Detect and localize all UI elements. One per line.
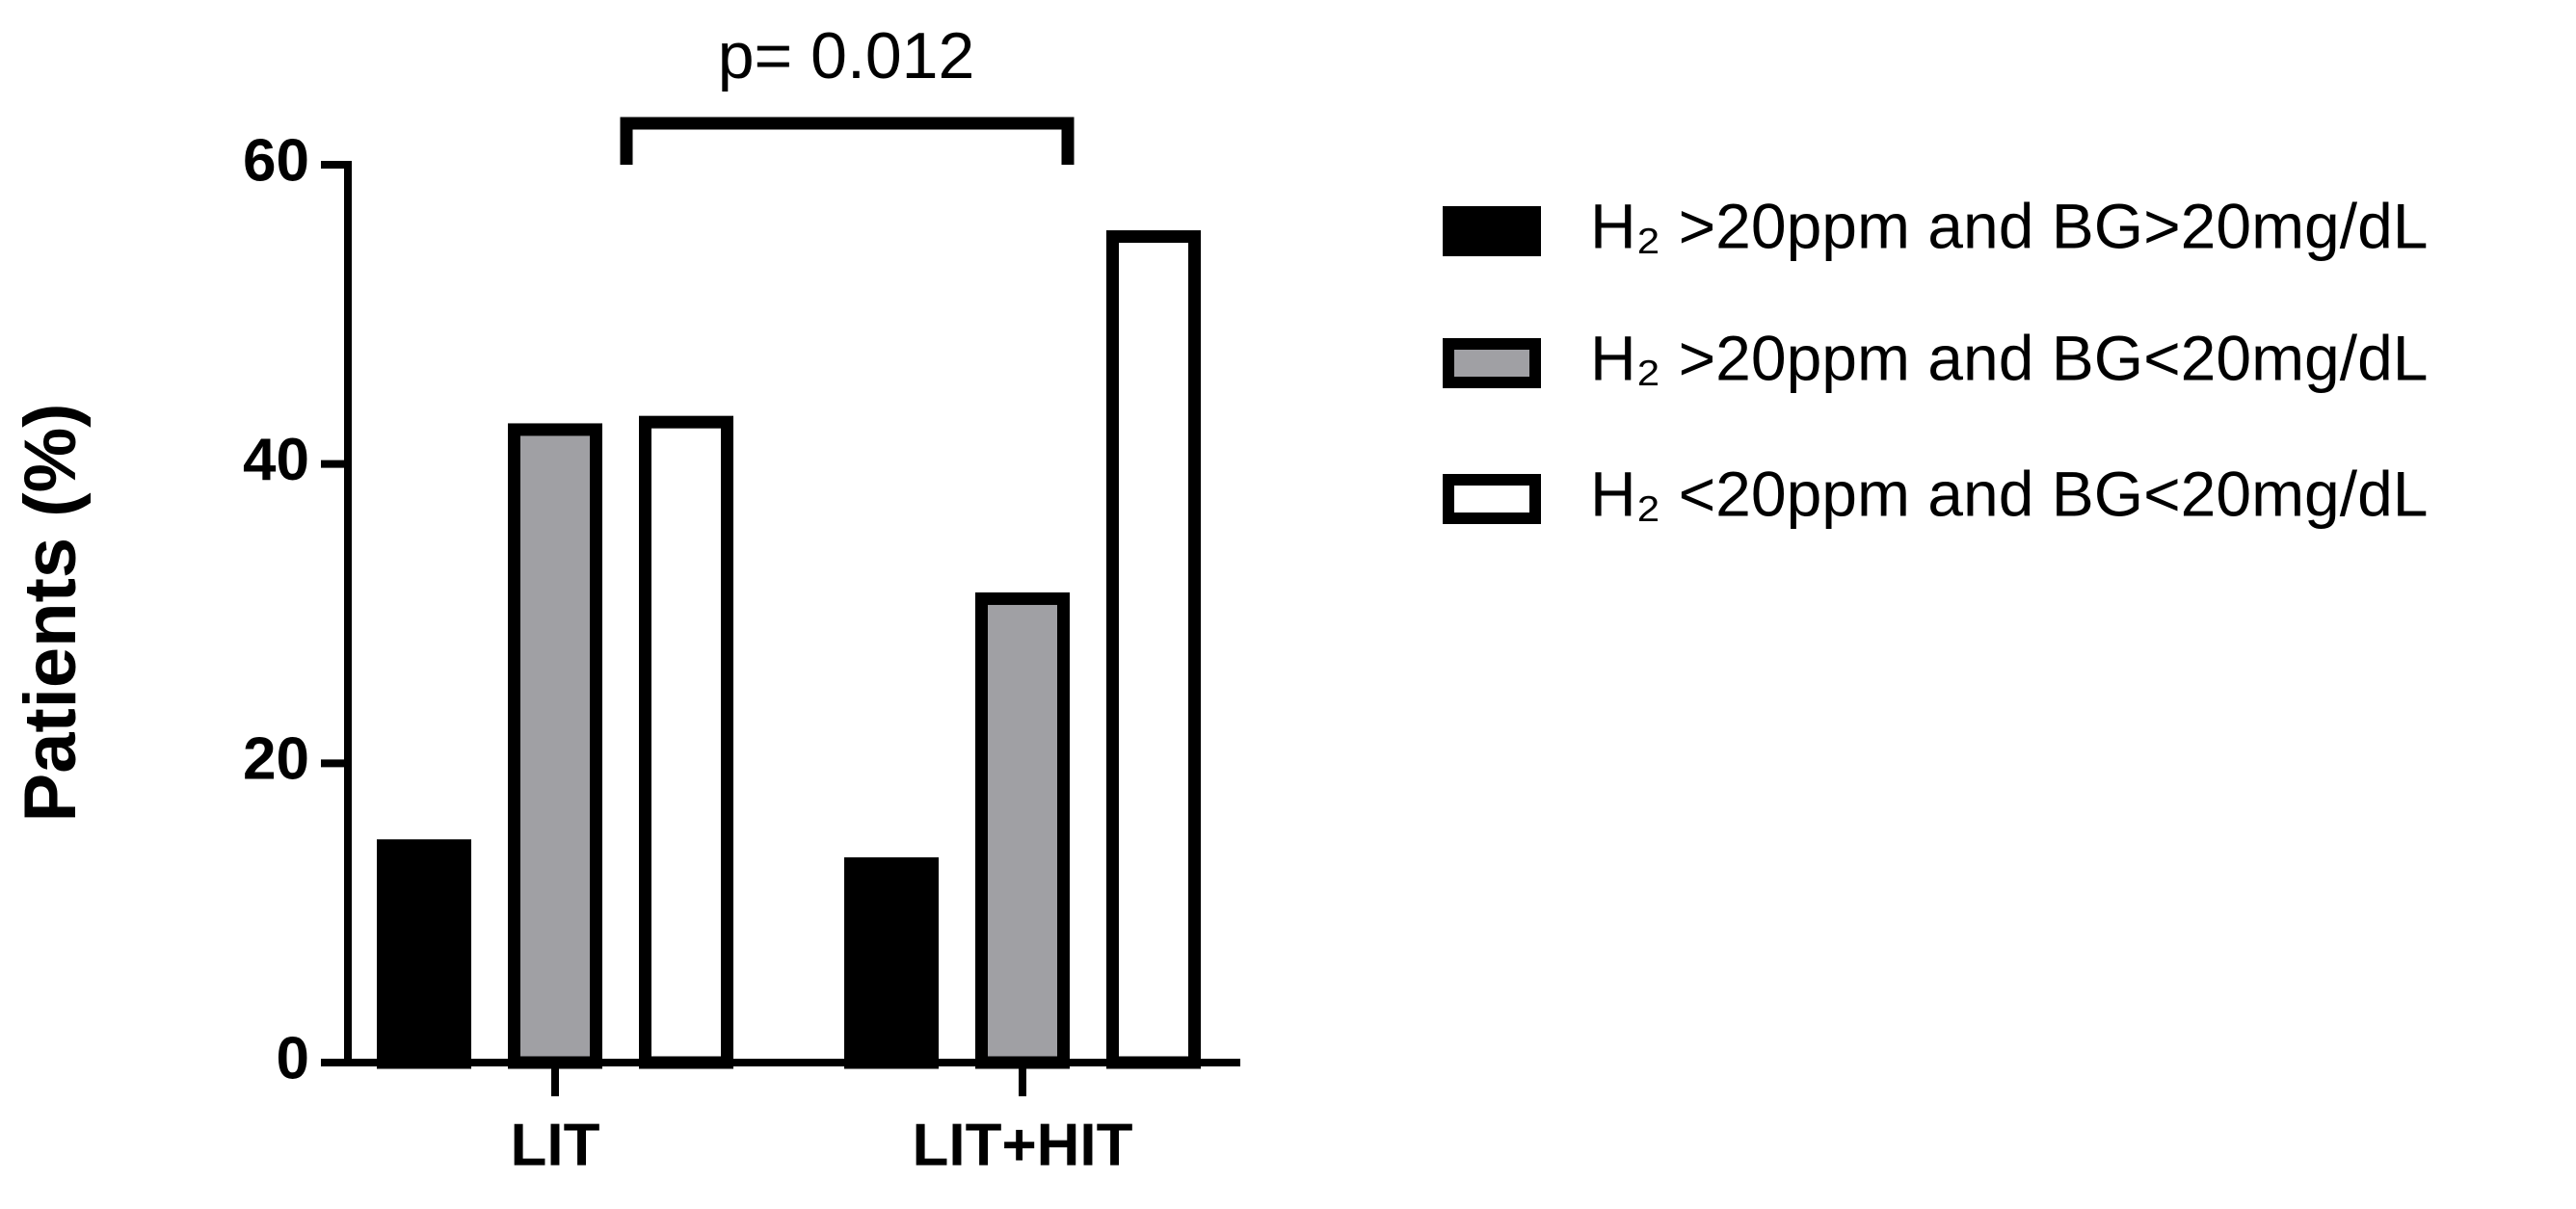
legend-swatch bbox=[1443, 474, 1541, 524]
y-tick-label: 60 bbox=[243, 127, 309, 194]
y-tick-label: 40 bbox=[243, 427, 309, 493]
annotation: p= 0.012 bbox=[718, 19, 975, 92]
bar bbox=[844, 856, 939, 1069]
y-tick-label: 0 bbox=[277, 1025, 309, 1091]
x-tick-label: LIT bbox=[511, 1112, 600, 1178]
legend-label: H₂ >20ppm and BG>20mg/dL bbox=[1590, 190, 2429, 261]
bar bbox=[377, 839, 471, 1069]
x-tick-label: LIT+HIT bbox=[912, 1112, 1132, 1178]
legend-swatch bbox=[1443, 338, 1541, 388]
legend-swatch bbox=[1443, 206, 1541, 256]
y-tick-label: 20 bbox=[243, 726, 309, 793]
bar bbox=[1106, 230, 1201, 1069]
bar bbox=[508, 423, 602, 1069]
significance-bracket bbox=[620, 117, 1075, 165]
legend-label: H₂ >20ppm and BG<20mg/dL bbox=[1590, 322, 2429, 393]
bar bbox=[639, 415, 733, 1069]
bar bbox=[975, 591, 1070, 1069]
legend-label: H₂ <20ppm and BG<20mg/dL bbox=[1590, 458, 2429, 529]
y-axis-label: Patients (%) bbox=[10, 404, 92, 823]
